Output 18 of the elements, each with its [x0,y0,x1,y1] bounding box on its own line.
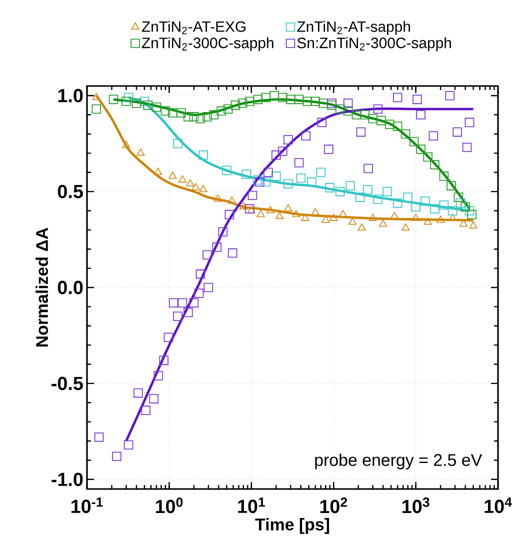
x-axis-title: Time [ps] [255,518,330,534]
annotation: probe energy = 2.5 eV [315,454,482,470]
x-tick-label: 10$^{2}$ [320,498,348,514]
y-tick-label: -1.0 [52,472,83,486]
y-tick-label: 0.0 [58,280,83,294]
legend-label: ZnTiN$_{2}$-300C-sapph [142,37,274,52]
x-tick-label: 10$^{4}$ [484,498,512,514]
y-tick-label: 1.0 [58,88,83,102]
x-tick-label: 10$^{0}$ [156,498,183,514]
x-tick-label: 10$^{1}$ [238,498,265,514]
legend-label: Sn:ZnTiN$_{2}$-300C-sapph [297,37,451,52]
x-tick-label: 10$^{3}$ [402,498,430,514]
y-axis-title: Normalized ΔA [36,228,48,347]
y-tick-label: -0.5 [52,376,83,390]
y-tick-label: 0.5 [58,184,83,198]
x-tick-label: 10$^{-1}$ [72,498,103,514]
legend-label: ZnTiN$_{2}$-AT-EXG [142,20,246,34]
legend-label: ZnTiN$_{2}$-AT-sapph [297,20,410,35]
